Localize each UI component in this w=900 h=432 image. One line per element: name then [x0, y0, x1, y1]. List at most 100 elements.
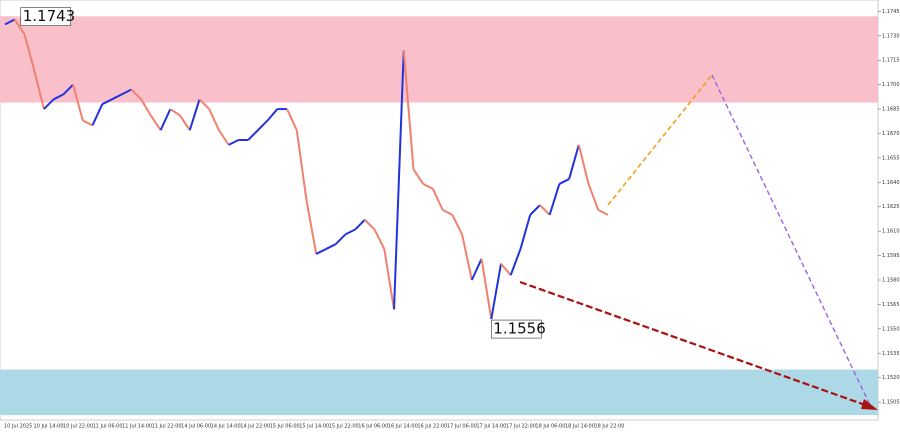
price-segment	[442, 209, 453, 216]
y-tick-label: 1.1595	[882, 253, 900, 259]
price-segment	[169, 108, 181, 117]
price-segment	[383, 248, 396, 310]
price-segment	[13, 18, 26, 35]
price-segment	[334, 233, 347, 245]
price-segment	[344, 228, 356, 236]
x-tick-label: 15 Jul 22:00	[329, 424, 359, 430]
price-segment	[228, 139, 239, 146]
x-tick-label: 14 Jul 06:00	[181, 424, 211, 430]
x-tick-label: 10 Jul 2025	[4, 424, 32, 430]
price-segment	[354, 219, 366, 231]
price-segment	[597, 209, 609, 216]
price-segment	[315, 248, 327, 255]
forecast-arrow	[519, 280, 869, 408]
y-tick-label: 1.1745	[882, 9, 900, 15]
price-segment	[286, 108, 298, 131]
price-segment	[159, 108, 172, 131]
x-tick-label: 18 Jul 22:00	[594, 424, 624, 430]
annotation-box	[20, 7, 72, 26]
x-tick-label: 11 Jul 06:00	[93, 424, 123, 430]
price-segment	[23, 33, 36, 71]
price-segment	[295, 130, 308, 201]
x-tick-label: 17 Jul 06:00	[447, 424, 477, 430]
x-tick-label: 16 Jul 06:00	[358, 424, 388, 430]
price-segment	[62, 83, 74, 96]
price-segment	[490, 263, 503, 320]
x-tick-label: 18 Jul 06:00	[535, 424, 565, 430]
price-segment	[539, 204, 551, 216]
x-tick-label: 10 Jul 14:00	[34, 424, 64, 430]
x-tick-label: 16 Jul 22:00	[417, 424, 447, 430]
x-tick-label: 10 Jul 22:00	[63, 424, 93, 430]
x-tick-label: 16 Jul 14:00	[388, 424, 418, 430]
y-tick-label: 1.1610	[882, 229, 900, 235]
price-segment	[188, 99, 201, 131]
y-tick-label: 1.1730	[882, 33, 900, 39]
price-segment	[393, 50, 405, 310]
price-segment	[43, 98, 55, 110]
y-tick-label: 1.1655	[882, 155, 900, 161]
y-tick-label: 1.1715	[882, 58, 900, 64]
price-segment	[402, 50, 415, 170]
x-tick-label: 11 Jul 22:00	[152, 424, 182, 430]
price-segment	[179, 115, 191, 131]
price-segment	[500, 263, 512, 276]
x-tick-label: 14 Jul 22:00	[240, 424, 270, 430]
price-segment	[432, 188, 444, 211]
price-segment	[218, 129, 230, 146]
x-tick-label: 14 Jul 14:00	[211, 424, 241, 430]
price-segment	[53, 93, 64, 101]
price-segment	[461, 234, 473, 281]
price-segment	[577, 144, 590, 185]
price-segment	[140, 98, 152, 117]
price-segment	[266, 108, 279, 122]
price-segment	[422, 183, 434, 190]
price-segment	[82, 119, 93, 127]
price-segment	[121, 88, 132, 96]
price-segment	[480, 258, 493, 320]
y-tick-label: 1.1535	[882, 351, 900, 357]
price-segment	[558, 178, 570, 185]
arrow-head	[861, 399, 878, 410]
x-tick-label: 15 Jul 06:00	[270, 424, 300, 430]
price-segment	[364, 219, 376, 231]
y-tick-label: 1.1580	[882, 278, 900, 284]
price-segment	[72, 84, 84, 121]
price-segment	[91, 103, 104, 126]
price-segment	[412, 168, 425, 185]
price-segment	[4, 18, 16, 26]
y-tick-label: 1.1505	[882, 400, 900, 406]
price-segment	[470, 258, 483, 281]
y-tick-label: 1.1670	[882, 131, 900, 137]
y-tick-label: 1.1640	[882, 180, 900, 186]
price-segment	[247, 129, 259, 141]
price-segment	[150, 115, 162, 131]
price-segment	[208, 108, 220, 131]
zone	[0, 16, 878, 103]
annotation: 1.1556	[493, 320, 545, 338]
price-segment	[130, 88, 142, 101]
price-segment	[325, 243, 337, 250]
price-segment	[451, 214, 464, 235]
y-tick-label: 1.1565	[882, 302, 900, 308]
price-segment	[101, 98, 113, 106]
x-tick-label: 15 Jul 14:00	[299, 424, 329, 430]
x-tick-label: 17 Jul 22:00	[506, 424, 536, 430]
price-segment	[33, 69, 45, 110]
price-segment	[111, 93, 123, 101]
x-tick-label: 11 Jul 14:00	[122, 424, 152, 430]
x-tick-label: 18 Jul 14:00	[565, 424, 595, 430]
y-tick-label: 1.1625	[882, 204, 900, 210]
price-segment	[519, 214, 532, 250]
price-segment	[305, 200, 318, 255]
zone	[0, 369, 878, 416]
price-segment	[587, 183, 600, 211]
forecast-line	[607, 74, 713, 206]
price-segment	[257, 119, 269, 131]
annotation-box	[490, 319, 542, 339]
y-tick-label: 1.1700	[882, 82, 900, 88]
price-segment	[529, 204, 541, 216]
price-segment	[509, 248, 522, 276]
